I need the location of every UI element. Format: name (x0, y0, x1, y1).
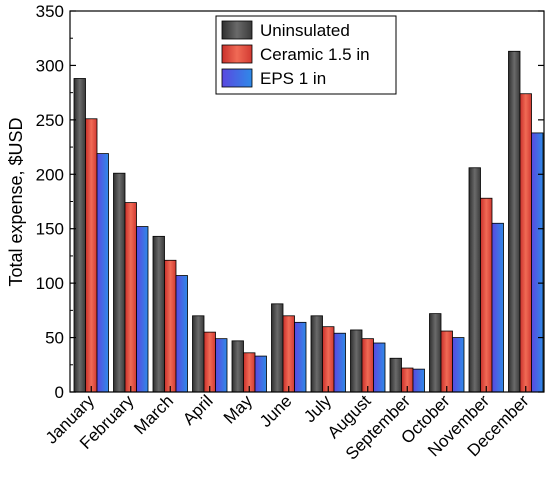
bar-february-series-0 (113, 172, 126, 393)
x-tick-label-april: April (179, 391, 216, 428)
bar-september-series-0 (389, 357, 402, 393)
legend-label-2: EPS 1 in (260, 69, 326, 88)
legend-label-0: Uninsulated (260, 21, 350, 40)
y-tick-label-200: 200 (36, 165, 64, 184)
bar-january-series-2 (96, 153, 109, 393)
legend: Uninsulated Ceramic 1.5 in EPS 1 in (215, 15, 397, 95)
axes-layer (69, 10, 545, 393)
bar-august-series-0 (350, 329, 363, 393)
bar-december-series-0 (508, 50, 521, 393)
bar-july-series-2 (333, 332, 346, 393)
bar-august-series-1 (361, 338, 374, 393)
y-tick-label-50: 50 (45, 329, 64, 348)
bar-may-series-2 (254, 355, 267, 393)
bar-february-series-1 (124, 202, 137, 393)
x-tick-label-july: July (300, 391, 335, 426)
bar-december-series-2 (531, 132, 544, 393)
y-tick-label-300: 300 (36, 56, 64, 75)
bar-april-series-2 (215, 338, 228, 393)
y-tick-label-250: 250 (36, 111, 64, 130)
bar-december-series-1 (519, 93, 532, 393)
x-tick-label-may: May (220, 391, 256, 427)
bar-january-series-1 (85, 118, 98, 393)
bar-april-series-0 (192, 315, 205, 393)
bar-june-series-0 (271, 303, 284, 393)
bar-august-series-2 (373, 342, 386, 393)
y-tick-label-0: 0 (55, 383, 64, 402)
bar-april-series-1 (203, 331, 216, 393)
y-tick-label-150: 150 (36, 220, 64, 239)
bar-july-series-1 (322, 326, 335, 393)
bar-june-series-2 (294, 321, 307, 393)
bar-january-series-0 (73, 78, 86, 393)
bar-july-series-0 (310, 315, 323, 393)
y-tick-labels: 0 50 100 150 200 250 300 350 (36, 2, 64, 402)
bar-november-series-0 (468, 167, 481, 393)
legend-swatch-1 (221, 44, 253, 64)
bar-november-series-1 (480, 197, 493, 393)
bar-october-series-2 (452, 337, 465, 393)
x-tick-label-march: March (130, 391, 177, 438)
bars-layer (73, 50, 544, 393)
y-tick-label-350: 350 (36, 2, 64, 21)
y-axis-title: Total expense, $USD (6, 117, 26, 286)
bar-february-series-2 (136, 226, 149, 393)
bar-october-series-1 (440, 330, 453, 393)
bar-may-series-0 (231, 340, 244, 393)
bar-march-series-1 (164, 259, 177, 393)
bar-october-series-0 (429, 313, 442, 393)
y-tick-label-100: 100 (36, 274, 64, 293)
bar-september-series-2 (412, 368, 425, 393)
bar-november-series-2 (491, 222, 504, 393)
legend-swatch-0 (221, 20, 253, 40)
bar-june-series-1 (282, 315, 295, 393)
x-tick-label-june: June (256, 391, 296, 431)
bar-march-series-0 (152, 235, 165, 393)
legend-swatch-2 (221, 68, 253, 88)
bar-march-series-2 (175, 275, 188, 393)
legend-label-1: Ceramic 1.5 in (260, 45, 370, 64)
